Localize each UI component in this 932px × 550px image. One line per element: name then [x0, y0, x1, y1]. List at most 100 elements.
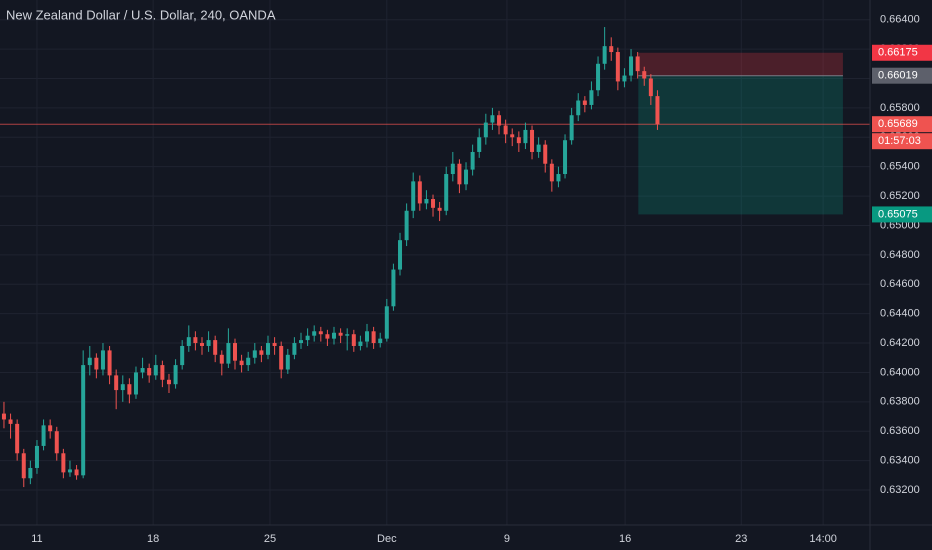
candle-body — [648, 78, 653, 97]
candle-body — [431, 199, 436, 208]
candle-body — [384, 306, 389, 339]
plot — [0, 27, 870, 488]
candle-body — [358, 341, 363, 346]
candle-body — [404, 210, 409, 241]
candle-body — [338, 332, 343, 336]
grid — [0, 0, 870, 525]
candle-body — [318, 331, 323, 335]
candle-body — [285, 354, 290, 370]
last-price-label: 0.65689 — [878, 118, 918, 130]
candle-body — [503, 125, 508, 135]
candle-body — [81, 365, 86, 476]
candle-body — [226, 343, 231, 364]
y-tick-label: 0.64800 — [880, 249, 920, 261]
x-tick-label: 23 — [735, 533, 747, 545]
y-tick-label: 0.63800 — [880, 396, 920, 408]
candle-body — [391, 269, 396, 307]
candle-body — [569, 115, 574, 141]
candle-body — [615, 52, 620, 82]
candle-body — [265, 343, 270, 355]
candle-body — [173, 365, 178, 385]
candle-body — [206, 340, 211, 346]
candle-body — [312, 331, 317, 336]
candle-body — [213, 340, 218, 355]
candle-body — [54, 431, 59, 454]
candle-body — [147, 368, 152, 376]
candle-body — [100, 350, 105, 370]
x-tick-label: 25 — [264, 533, 276, 545]
candle-body — [365, 331, 370, 342]
entry-label: 0.66019 — [878, 70, 918, 82]
y-tick-label: 0.64200 — [880, 337, 920, 349]
candle-body — [41, 425, 46, 446]
candle-body — [305, 335, 310, 341]
x-tick-label: 9 — [504, 533, 510, 545]
countdown: 01:57:03 — [878, 135, 921, 147]
candle-body — [490, 115, 495, 123]
candle-body — [21, 453, 26, 479]
candle-body — [61, 453, 66, 473]
candle-body — [1, 413, 6, 420]
candle-body — [437, 207, 442, 211]
y-tick-label: 0.65200 — [880, 190, 920, 202]
candle-body — [576, 100, 581, 116]
target-zone — [638, 75, 843, 215]
target-label-bg — [872, 206, 932, 223]
candle-body — [34, 445, 39, 468]
candle-body — [424, 199, 429, 204]
candle-body — [232, 343, 237, 361]
candle-body — [160, 365, 165, 380]
candle-body — [292, 343, 297, 355]
entry-label-bg — [872, 67, 932, 84]
candle-body — [411, 181, 416, 211]
candle-body — [622, 75, 627, 82]
y-tick-label: 0.63400 — [880, 455, 920, 467]
y-tick-label: 0.64000 — [880, 366, 920, 378]
candle-body — [332, 332, 337, 339]
candle-body — [450, 163, 455, 175]
candle-body — [252, 350, 257, 358]
candle-body — [345, 334, 350, 336]
y-tick-label: 0.66400 — [880, 14, 920, 26]
candle-body — [272, 343, 277, 346]
axes: 0.63200 0.63400 0.63600 0.63800 0.64000 0.642… — [31, 14, 932, 545]
x-tick-label: 18 — [147, 533, 159, 545]
candle-body — [655, 96, 660, 125]
candle-body — [602, 46, 607, 64]
x-tick-label: 16 — [619, 533, 631, 545]
candle-body — [371, 331, 376, 344]
candle-body — [596, 63, 601, 91]
stop-zone — [638, 52, 843, 76]
candle-body — [193, 337, 198, 344]
candle-body — [107, 350, 112, 376]
y-tick-label: 0.63600 — [880, 425, 920, 437]
candle-body — [114, 375, 119, 391]
candle-body — [153, 365, 158, 376]
candle-body — [15, 423, 20, 454]
candle-body — [589, 90, 594, 105]
candle-body — [635, 56, 640, 72]
candle-body — [543, 144, 548, 164]
candle-body — [259, 350, 264, 355]
candle-body — [477, 137, 482, 152]
candle-body — [239, 360, 244, 366]
y-tick-label: 0.65800 — [880, 102, 920, 114]
candle-body — [299, 340, 304, 344]
candle-body — [516, 137, 521, 144]
candle-body — [87, 357, 92, 366]
candle-body — [398, 240, 403, 270]
candle-body — [483, 122, 488, 138]
candle-body — [417, 181, 422, 204]
x-tick-label: Dec — [377, 533, 397, 545]
candle-body — [279, 345, 284, 370]
candle-body — [629, 56, 634, 76]
candle-body — [219, 354, 224, 364]
chart-title: New Zealand Dollar / U.S. Dollar, 240, O… — [6, 7, 276, 22]
candle-body — [444, 174, 449, 211]
candle-body — [470, 151, 475, 170]
x-tick-label: 11 — [31, 533, 42, 545]
candle-body — [536, 144, 541, 152]
last-price-label-bg — [872, 116, 932, 133]
